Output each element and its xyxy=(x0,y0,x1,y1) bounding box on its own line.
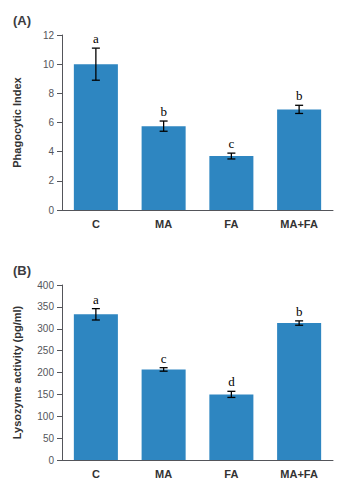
svg-text:MA: MA xyxy=(155,218,172,230)
svg-text:250: 250 xyxy=(37,345,54,356)
svg-text:200: 200 xyxy=(37,367,54,378)
svg-text:Lysozyme activity (pg/ml): Lysozyme activity (pg/ml) xyxy=(11,305,23,439)
svg-text:400: 400 xyxy=(37,280,54,291)
svg-text:c: c xyxy=(161,351,167,366)
svg-text:c: c xyxy=(228,136,234,151)
svg-text:(B): (B) xyxy=(13,263,31,278)
svg-text:6: 6 xyxy=(48,117,54,128)
svg-text:FA: FA xyxy=(224,218,238,230)
svg-text:50: 50 xyxy=(43,433,55,444)
svg-text:a: a xyxy=(93,31,99,46)
svg-text:12: 12 xyxy=(43,30,55,41)
svg-text:b: b xyxy=(296,88,303,103)
svg-text:FA: FA xyxy=(224,468,238,480)
svg-text:MA+FA: MA+FA xyxy=(280,218,318,230)
svg-text:C: C xyxy=(92,468,100,480)
svg-text:100: 100 xyxy=(37,411,54,422)
svg-text:4: 4 xyxy=(48,146,54,157)
svg-text:2: 2 xyxy=(48,175,54,186)
svg-text:350: 350 xyxy=(37,301,54,312)
svg-text:0: 0 xyxy=(48,455,54,466)
svg-text:Phagocytic Index: Phagocytic Index xyxy=(11,76,23,167)
svg-text:8: 8 xyxy=(48,88,54,99)
svg-text:300: 300 xyxy=(37,323,54,334)
svg-text:C: C xyxy=(92,218,100,230)
svg-text:MA+FA: MA+FA xyxy=(280,468,318,480)
svg-text:b: b xyxy=(296,304,303,319)
svg-text:150: 150 xyxy=(37,389,54,400)
svg-text:b: b xyxy=(160,104,167,119)
svg-text:MA: MA xyxy=(155,468,172,480)
svg-text:(A): (A) xyxy=(13,13,31,28)
svg-text:d: d xyxy=(228,374,235,389)
svg-text:a: a xyxy=(93,292,99,307)
svg-text:10: 10 xyxy=(43,59,55,70)
svg-text:0: 0 xyxy=(48,205,54,216)
